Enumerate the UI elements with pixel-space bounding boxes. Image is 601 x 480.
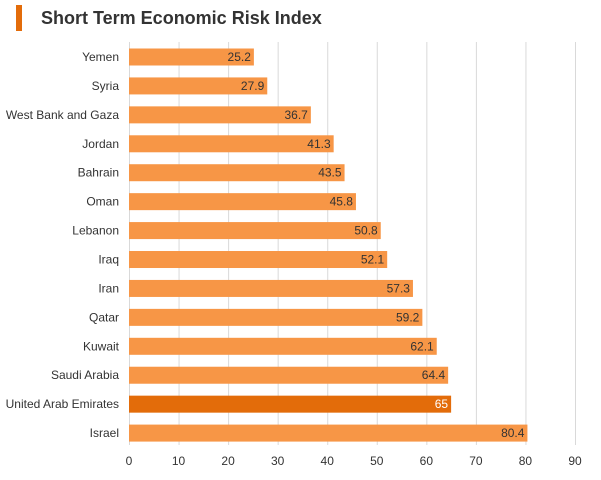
x-tick-label: 50 bbox=[370, 454, 384, 468]
x-tick-label: 10 bbox=[172, 454, 186, 468]
x-tick-label: 60 bbox=[420, 454, 434, 468]
category-label: Yemen bbox=[82, 50, 119, 64]
category-label: United Arab Emirates bbox=[6, 397, 119, 411]
bar bbox=[129, 308, 423, 326]
bar bbox=[129, 77, 268, 95]
title-accent-bar bbox=[16, 5, 22, 31]
x-tick-label: 70 bbox=[469, 454, 483, 468]
bar-highlighted bbox=[129, 395, 452, 413]
category-label: Lebanon bbox=[72, 224, 119, 238]
x-tick-label: 90 bbox=[568, 454, 582, 468]
bar bbox=[129, 251, 388, 269]
value-label: 43.5 bbox=[318, 166, 342, 180]
value-label: 36.7 bbox=[285, 108, 309, 122]
category-label: Qatar bbox=[89, 310, 119, 324]
category-label: Syria bbox=[92, 79, 120, 93]
bar bbox=[129, 193, 356, 211]
category-label: Oman bbox=[86, 195, 119, 209]
gridlines bbox=[129, 42, 576, 445]
value-label: 62.1 bbox=[410, 339, 434, 353]
x-axis-tick-labels: 0 10 20 30 40 50 60 70 80 90 bbox=[126, 454, 582, 468]
value-label: 52.1 bbox=[361, 253, 385, 267]
bar bbox=[129, 424, 528, 442]
category-label: Bahrain bbox=[78, 166, 119, 180]
category-label: Kuwait bbox=[83, 339, 120, 353]
category-label: Jordan bbox=[82, 137, 119, 151]
value-label: 80.4 bbox=[501, 426, 525, 440]
value-label: 27.9 bbox=[241, 79, 265, 93]
value-label: 65 bbox=[435, 397, 449, 411]
value-label: 57.3 bbox=[387, 281, 411, 295]
value-label: 25.2 bbox=[228, 50, 252, 64]
x-tick-label: 20 bbox=[221, 454, 235, 468]
category-label: Iraq bbox=[98, 253, 119, 267]
value-label: 41.3 bbox=[307, 137, 331, 151]
value-label: 45.8 bbox=[330, 195, 354, 209]
category-label: West Bank and Gaza bbox=[6, 108, 120, 122]
value-label: 50.8 bbox=[354, 224, 378, 238]
bars bbox=[129, 48, 528, 442]
bar bbox=[129, 164, 345, 182]
x-tick-label: 40 bbox=[321, 454, 335, 468]
bar bbox=[129, 135, 334, 153]
bar bbox=[129, 279, 413, 297]
bar bbox=[129, 337, 437, 355]
category-label: Israel bbox=[90, 426, 119, 440]
value-label: 59.2 bbox=[396, 310, 420, 324]
value-labels: 25.2 27.9 36.7 41.3 43.5 45.8 50.8 52.157.3 59.2… bbox=[228, 50, 525, 440]
bar bbox=[129, 106, 311, 124]
x-tick-label: 0 bbox=[126, 454, 133, 468]
category-label: Saudi Arabia bbox=[51, 368, 119, 382]
category-label: Iran bbox=[98, 281, 119, 295]
category-labels: Yemen Syria West Bank and Gaza Jordan Bahrai… bbox=[6, 50, 120, 440]
bar bbox=[129, 48, 254, 66]
x-tick-label: 30 bbox=[271, 454, 285, 468]
x-tick-label: 80 bbox=[519, 454, 533, 468]
value-label: 64.4 bbox=[422, 368, 446, 382]
bar bbox=[129, 222, 381, 240]
chart-title: Short Term Economic Risk Index bbox=[41, 8, 322, 28]
bar bbox=[129, 366, 449, 384]
